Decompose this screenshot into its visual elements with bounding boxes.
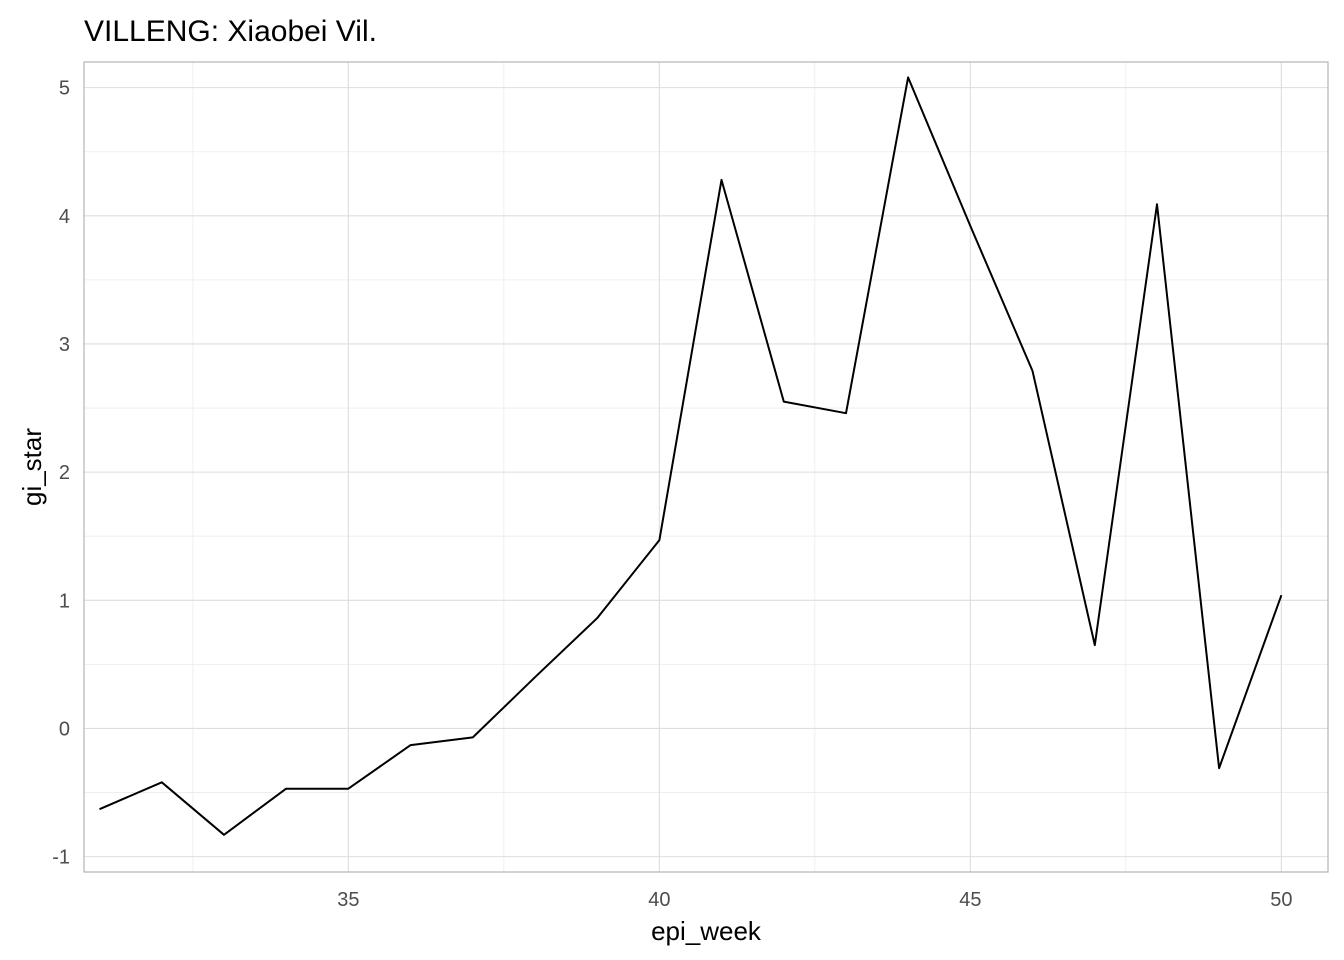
x-tick-label: 45 [959,889,981,911]
x-axis-ticks: 35 40 45 50 [337,889,1292,911]
x-axis-title: epi_week [651,916,762,946]
y-axis-title: gi_star [17,428,47,506]
plot-panel-border [83,61,1329,873]
x-tick-label: 50 [1270,889,1292,911]
series-line [99,76,1283,836]
x-tick-label: 40 [648,889,670,911]
y-axis-ticks: -1 0 1 2 3 4 5 [52,78,70,869]
x-tick-label: 35 [337,889,359,911]
y-tick-label: 3 [59,334,70,356]
chart-title: VILLENG: Xiaobei Vil. [84,15,377,48]
y-tick-label: 1 [59,590,70,612]
grid [84,62,1328,872]
y-tick-label: -1 [52,847,70,869]
y-tick-label: 5 [59,78,70,100]
y-tick-label: 4 [59,206,70,228]
y-tick-label: 0 [59,718,70,740]
y-tick-label: 2 [59,462,70,484]
series-layer [99,76,1283,836]
